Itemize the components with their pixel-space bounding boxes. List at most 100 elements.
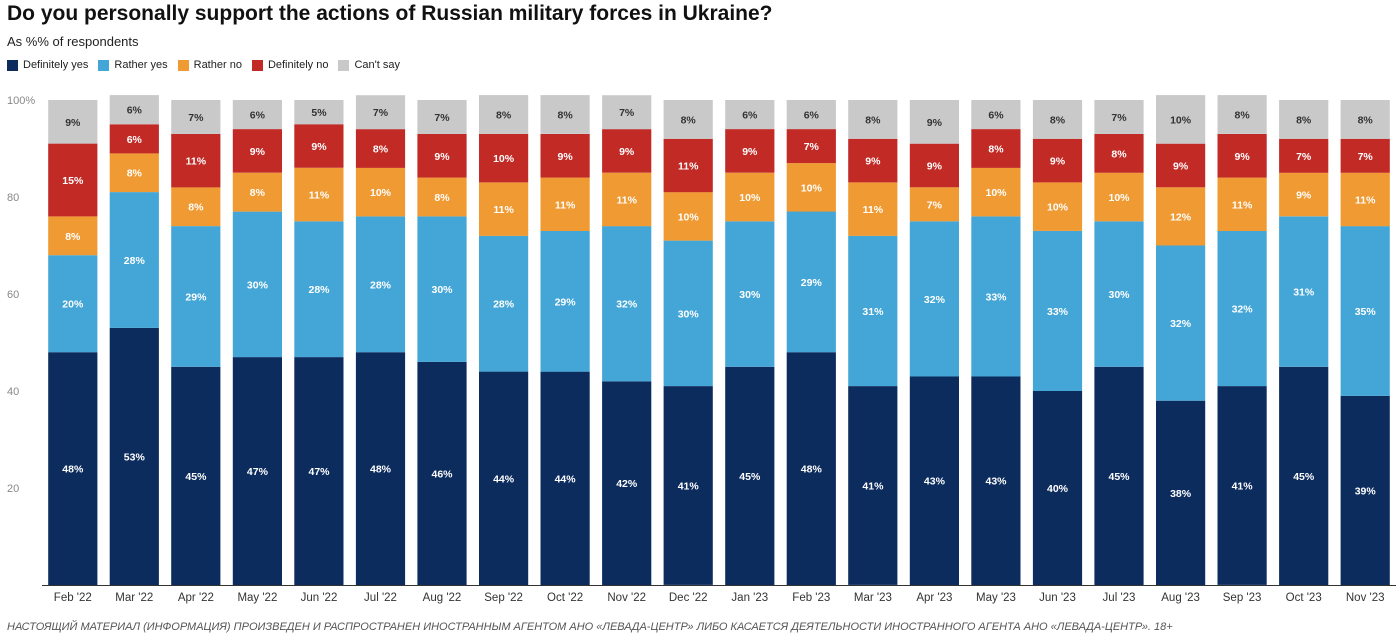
bar-segment-can-t-say[interactable] <box>417 100 467 134</box>
bar-segment-definitely-no[interactable] <box>663 138 713 193</box>
bar-segment-definitely-no[interactable] <box>109 124 159 154</box>
bar-segment-definitely-yes[interactable] <box>417 361 467 585</box>
bar-segment-can-t-say[interactable] <box>848 100 898 139</box>
bar-segment-definitely-yes[interactable] <box>1032 391 1083 585</box>
bar-segment-rather-yes[interactable] <box>1094 221 1144 367</box>
bar-segment-rather-no[interactable] <box>848 182 898 236</box>
bar-segment-rather-no[interactable] <box>971 167 1021 217</box>
legend-item-rather-no[interactable]: Rather no <box>177 59 242 71</box>
bar-segment-definitely-yes[interactable] <box>725 366 775 586</box>
bar-segment-can-t-say[interactable] <box>971 100 1021 130</box>
bar-segment-definitely-yes[interactable] <box>1156 400 1206 585</box>
bar-segment-rather-no[interactable] <box>602 172 652 227</box>
bar-segment-rather-yes[interactable] <box>1032 230 1083 391</box>
bar-segment-can-t-say[interactable] <box>232 100 282 130</box>
bar-segment-definitely-no[interactable] <box>786 129 836 164</box>
bar-segment-rather-yes[interactable] <box>725 221 775 367</box>
bar-segment-can-t-say[interactable] <box>1217 95 1267 134</box>
bar-segment-definitely-yes[interactable] <box>232 357 282 585</box>
bar-segment-rather-yes[interactable] <box>1217 230 1267 387</box>
bar-segment-definitely-yes[interactable] <box>1094 366 1144 586</box>
bar-segment-can-t-say[interactable] <box>479 95 529 134</box>
bar-segment-definitely-no[interactable] <box>1156 143 1206 188</box>
bar-segment-definitely-yes[interactable] <box>1217 386 1267 585</box>
bar-segment-rather-no[interactable] <box>1032 182 1083 231</box>
bar-segment-can-t-say[interactable] <box>725 100 775 130</box>
bar-segment-rather-no[interactable] <box>1156 187 1206 246</box>
bar-segment-rather-yes[interactable] <box>232 211 282 358</box>
bar-segment-definitely-yes[interactable] <box>848 386 898 585</box>
bar-segment-rather-no[interactable] <box>1340 172 1390 227</box>
bar-segment-definitely-no[interactable] <box>602 129 652 173</box>
bar-segment-rather-yes[interactable] <box>171 226 221 367</box>
bar-segment-definitely-yes[interactable] <box>171 366 221 586</box>
legend-item-cant-say[interactable]: Can't say <box>338 59 400 71</box>
bar-segment-definitely-no[interactable] <box>1032 138 1083 183</box>
bar-segment-can-t-say[interactable] <box>786 100 836 130</box>
bar-segment-rather-yes[interactable] <box>355 216 406 353</box>
bar-segment-rather-no[interactable] <box>48 216 98 256</box>
bar-segment-rather-no[interactable] <box>232 172 282 212</box>
bar-segment-definitely-no[interactable] <box>294 124 344 168</box>
bar-segment-rather-yes[interactable] <box>971 216 1021 377</box>
bar-segment-definitely-yes[interactable] <box>909 376 959 585</box>
bar-segment-definitely-no[interactable] <box>909 143 959 188</box>
bar-segment-can-t-say[interactable] <box>1156 95 1206 144</box>
bar-segment-rather-yes[interactable] <box>786 211 836 353</box>
bar-segment-rather-no[interactable] <box>417 177 467 217</box>
bar-segment-rather-no[interactable] <box>663 192 713 241</box>
bar-segment-rather-yes[interactable] <box>663 240 713 387</box>
bar-segment-can-t-say[interactable] <box>48 100 98 144</box>
bar-segment-can-t-say[interactable] <box>602 95 652 130</box>
bar-segment-rather-no[interactable] <box>171 187 221 227</box>
bar-segment-definitely-no[interactable] <box>971 129 1021 168</box>
bar-segment-rather-yes[interactable] <box>1340 226 1390 396</box>
bar-segment-rather-yes[interactable] <box>1279 216 1329 367</box>
bar-segment-rather-yes[interactable] <box>479 235 529 372</box>
bar-segment-rather-yes[interactable] <box>1156 245 1206 401</box>
bar-segment-rather-yes[interactable] <box>848 235 898 387</box>
bar-segment-can-t-say[interactable] <box>663 100 713 139</box>
bar-segment-can-t-say[interactable] <box>1279 100 1329 139</box>
bar-segment-rather-no[interactable] <box>909 187 959 222</box>
bar-segment-can-t-say[interactable] <box>540 95 590 134</box>
bar-segment-rather-no[interactable] <box>355 167 406 217</box>
bar-segment-rather-yes[interactable] <box>602 226 652 382</box>
bar-segment-definitely-yes[interactable] <box>479 371 529 585</box>
bar-segment-definitely-yes[interactable] <box>1340 395 1390 586</box>
bar-segment-definitely-no[interactable] <box>232 129 282 173</box>
bar-segment-definitely-yes[interactable] <box>355 352 406 585</box>
bar-segment-definitely-no[interactable] <box>355 129 406 168</box>
bar-segment-definitely-no[interactable] <box>1217 134 1267 178</box>
bar-segment-rather-no[interactable] <box>786 163 836 212</box>
bar-segment-definitely-yes[interactable] <box>540 371 590 585</box>
bar-segment-rather-no[interactable] <box>1217 177 1267 231</box>
bar-segment-can-t-say[interactable] <box>1094 100 1144 134</box>
bar-segment-definitely-no[interactable] <box>725 129 775 173</box>
bar-segment-definitely-no[interactable] <box>848 138 898 183</box>
legend-item-definitely-yes[interactable]: Definitely yes <box>7 59 88 71</box>
bar-segment-rather-yes[interactable] <box>294 221 344 358</box>
bar-segment-can-t-say[interactable] <box>109 95 159 125</box>
bar-segment-definitely-no[interactable] <box>1279 138 1329 173</box>
bar-segment-definitely-no[interactable] <box>540 134 590 178</box>
bar-segment-definitely-yes[interactable] <box>48 352 98 585</box>
bar-segment-rather-no[interactable] <box>1094 172 1144 222</box>
bar-segment-rather-no[interactable] <box>540 177 590 231</box>
bar-segment-rather-no[interactable] <box>294 167 344 222</box>
bar-segment-definitely-yes[interactable] <box>971 376 1021 585</box>
bar-segment-rather-no[interactable] <box>725 172 775 222</box>
bar-segment-definitely-yes[interactable] <box>602 381 652 585</box>
bar-segment-rather-yes[interactable] <box>540 231 590 372</box>
bar-segment-can-t-say[interactable] <box>1340 100 1390 139</box>
bar-segment-definitely-no[interactable] <box>48 143 98 217</box>
bar-segment-can-t-say[interactable] <box>1032 100 1083 139</box>
bar-segment-rather-no[interactable] <box>479 182 529 236</box>
bar-segment-definitely-no[interactable] <box>1094 134 1144 173</box>
bar-segment-can-t-say[interactable] <box>171 100 221 134</box>
bar-segment-definitely-yes[interactable] <box>1279 366 1329 586</box>
bar-segment-definitely-yes[interactable] <box>663 386 713 585</box>
bar-segment-definitely-no[interactable] <box>417 134 467 178</box>
bar-segment-rather-yes[interactable] <box>48 255 98 353</box>
bar-segment-rather-no[interactable] <box>1279 172 1329 217</box>
